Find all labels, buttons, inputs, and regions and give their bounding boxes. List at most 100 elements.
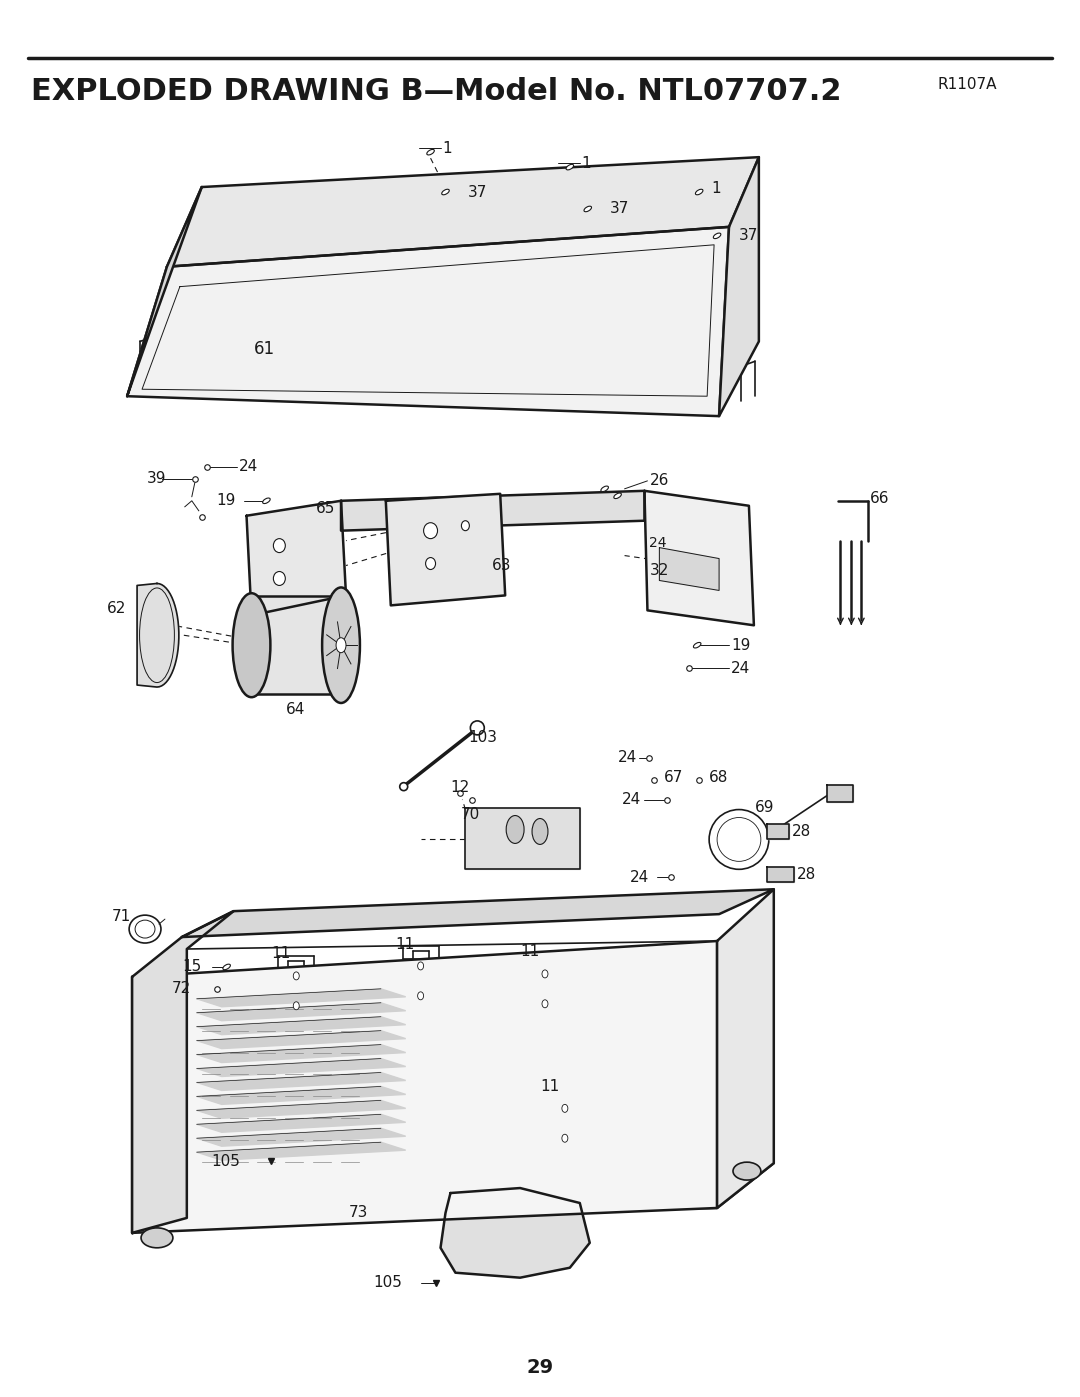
Ellipse shape — [713, 233, 720, 239]
Text: 11: 11 — [395, 936, 415, 951]
Polygon shape — [717, 890, 773, 1208]
Ellipse shape — [336, 638, 346, 652]
Text: 28: 28 — [792, 824, 811, 840]
Text: 68: 68 — [710, 770, 729, 785]
Ellipse shape — [442, 189, 449, 194]
Polygon shape — [246, 500, 346, 615]
Polygon shape — [197, 1073, 406, 1091]
Text: 11: 11 — [271, 947, 291, 961]
Ellipse shape — [584, 207, 592, 212]
Ellipse shape — [566, 165, 573, 170]
Text: 70: 70 — [460, 807, 480, 821]
Text: EXPLODED DRAWING B—Model No. NTL07707.2: EXPLODED DRAWING B—Model No. NTL07707.2 — [30, 77, 841, 106]
Ellipse shape — [600, 486, 608, 492]
Polygon shape — [197, 1101, 406, 1119]
Text: 65: 65 — [316, 502, 336, 517]
Polygon shape — [197, 1045, 406, 1063]
Polygon shape — [341, 490, 645, 531]
Text: 103: 103 — [469, 731, 498, 746]
Ellipse shape — [613, 493, 621, 499]
Ellipse shape — [418, 992, 423, 1000]
Ellipse shape — [542, 1000, 548, 1007]
Ellipse shape — [696, 189, 703, 194]
Polygon shape — [645, 490, 754, 626]
Polygon shape — [197, 1017, 406, 1035]
Text: 62: 62 — [107, 601, 126, 616]
Polygon shape — [137, 584, 179, 687]
Polygon shape — [767, 868, 794, 883]
Text: 24: 24 — [731, 661, 751, 676]
Ellipse shape — [471, 721, 484, 735]
Polygon shape — [197, 1129, 406, 1146]
Text: 32: 32 — [649, 563, 669, 578]
Ellipse shape — [423, 522, 437, 539]
Text: 24: 24 — [649, 535, 667, 549]
Text: 24: 24 — [618, 750, 637, 766]
Ellipse shape — [294, 972, 299, 979]
Text: 71: 71 — [112, 908, 132, 923]
Polygon shape — [197, 989, 406, 1007]
Text: 39: 39 — [147, 471, 166, 486]
Text: 12: 12 — [450, 780, 470, 795]
Text: 11: 11 — [540, 1078, 559, 1094]
Text: 19: 19 — [217, 493, 237, 509]
Ellipse shape — [461, 521, 470, 531]
Text: 24: 24 — [622, 792, 640, 807]
Text: 105: 105 — [373, 1275, 402, 1291]
Polygon shape — [197, 1031, 406, 1049]
Text: 73: 73 — [349, 1206, 368, 1221]
Ellipse shape — [532, 819, 548, 844]
Ellipse shape — [426, 557, 435, 570]
Text: 69: 69 — [755, 800, 774, 814]
Polygon shape — [197, 1059, 406, 1077]
Text: 67: 67 — [664, 770, 684, 785]
Text: 1: 1 — [711, 180, 720, 196]
Text: 37: 37 — [739, 228, 758, 243]
Polygon shape — [386, 493, 505, 605]
Text: 37: 37 — [468, 184, 487, 200]
Ellipse shape — [322, 588, 360, 703]
Text: 24: 24 — [630, 870, 649, 884]
Ellipse shape — [693, 643, 701, 648]
Text: 61: 61 — [254, 341, 274, 359]
Text: 28: 28 — [797, 866, 815, 882]
Polygon shape — [127, 187, 202, 397]
Text: 1: 1 — [443, 141, 453, 155]
Polygon shape — [197, 1143, 406, 1160]
Polygon shape — [465, 807, 580, 869]
Ellipse shape — [562, 1105, 568, 1112]
Polygon shape — [167, 156, 759, 267]
Text: R1107A: R1107A — [937, 77, 998, 92]
Text: 66: 66 — [870, 492, 890, 506]
Ellipse shape — [418, 963, 423, 970]
Ellipse shape — [542, 970, 548, 978]
Polygon shape — [132, 942, 717, 1234]
Ellipse shape — [294, 1002, 299, 1010]
Text: 19: 19 — [731, 637, 751, 652]
Polygon shape — [181, 890, 773, 937]
Text: 105: 105 — [212, 1154, 241, 1169]
Ellipse shape — [273, 539, 285, 553]
Text: 29: 29 — [526, 1358, 554, 1377]
Polygon shape — [132, 911, 233, 1234]
Polygon shape — [127, 226, 729, 416]
Ellipse shape — [262, 497, 270, 503]
Text: 15: 15 — [181, 960, 201, 975]
Ellipse shape — [427, 149, 434, 155]
Polygon shape — [252, 597, 341, 694]
Polygon shape — [197, 1087, 406, 1105]
Ellipse shape — [273, 571, 285, 585]
Ellipse shape — [222, 964, 230, 970]
Ellipse shape — [141, 1228, 173, 1248]
Polygon shape — [197, 1115, 406, 1132]
Text: 26: 26 — [649, 474, 669, 489]
Ellipse shape — [232, 594, 270, 697]
Ellipse shape — [400, 782, 407, 791]
Ellipse shape — [507, 816, 524, 844]
Text: 1: 1 — [582, 155, 592, 170]
Polygon shape — [719, 156, 759, 416]
Ellipse shape — [733, 1162, 760, 1180]
Text: 11: 11 — [521, 944, 539, 960]
Polygon shape — [826, 785, 853, 802]
Polygon shape — [660, 548, 719, 591]
